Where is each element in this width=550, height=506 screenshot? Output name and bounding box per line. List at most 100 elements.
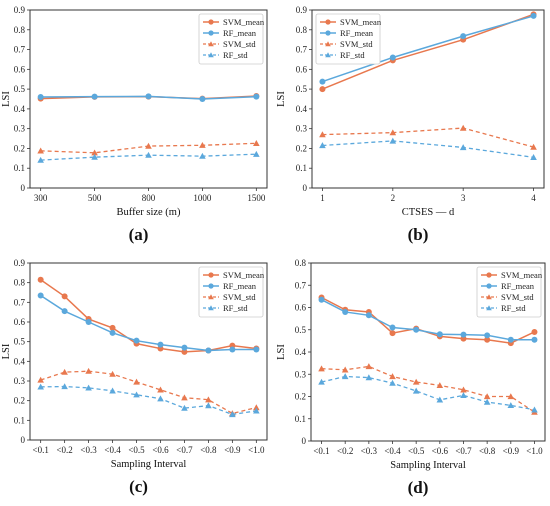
data-point	[253, 93, 260, 100]
y-tick-label: 0.7	[296, 45, 308, 55]
y-tick-label: 0.8	[295, 258, 307, 268]
data-point	[459, 124, 467, 131]
data-point	[181, 344, 188, 351]
data-point	[389, 129, 397, 136]
data-point	[531, 336, 538, 343]
y-tick-label: 0.4	[295, 347, 307, 357]
data-point	[37, 292, 44, 299]
data-point	[199, 96, 206, 102]
series-line	[321, 299, 535, 341]
data-point	[318, 365, 325, 372]
x-tick-label: 300	[34, 193, 48, 203]
series-rf-std	[37, 383, 260, 418]
data-point	[531, 406, 538, 413]
y-tick-label: 0	[302, 436, 307, 446]
data-point	[133, 378, 140, 385]
series-rf-std	[37, 150, 260, 163]
y-tick-label: 0.7	[295, 280, 307, 290]
data-point	[91, 153, 98, 160]
legend-marker	[208, 272, 214, 278]
x-tick-label: <0.6	[152, 445, 169, 455]
y-tick-label: 0	[21, 435, 26, 445]
data-point	[37, 94, 44, 101]
legend-marker	[486, 305, 492, 311]
y-tick-label: 0.2	[295, 392, 306, 402]
y-tick-label: 0.6	[14, 317, 26, 327]
y-tick-label: 0.1	[14, 163, 25, 173]
x-tick-label: <0.9	[503, 446, 520, 456]
data-point	[319, 131, 326, 138]
data-point	[85, 367, 92, 374]
data-point	[37, 156, 44, 163]
data-point	[253, 346, 260, 353]
data-point	[436, 382, 444, 389]
data-point	[91, 93, 98, 100]
plot-frame	[311, 9, 545, 189]
y-tick-label: 0.2	[14, 143, 25, 153]
legend-label: SVM_mean	[223, 17, 265, 27]
data-point	[484, 332, 491, 339]
legend-label: RF_std	[340, 50, 365, 60]
x-tick-label: <0.8	[479, 446, 496, 456]
y-tick-label: 0	[21, 183, 26, 193]
data-point	[133, 337, 140, 344]
chart-panel-b: 0 0.1 0.2 0.3 0.4 0.5 0.6 0.7 0.8 0.9 1 2 3 4 CTSES — …	[276, 5, 545, 244]
x-tick-label: <0.2	[56, 445, 72, 455]
chart-panel-a: 0 0.1 0.2 0.3 0.4 0.5 0.6 0.7 0.8 0.9 300 500 800 100…	[1, 5, 268, 244]
data-point	[319, 78, 326, 85]
panel-label: (a)	[129, 225, 149, 244]
legend-label: SVM_mean	[223, 270, 265, 280]
x-tick-label: <0.8	[200, 445, 217, 455]
x-axis-title: Buffer size (m)	[117, 207, 181, 218]
chart-panel-d: 0 0.1 0.2 0.3 0.4 0.5 0.6 0.7 0.8 <0.1 <0.2 <0.3 <0.…	[276, 258, 546, 497]
data-point	[91, 149, 98, 156]
chart-panel-c: 0 0.1 0.2 0.3 0.4 0.5 0.6 0.7 0.8 0.9 <0.1 <0.2 <0.3…	[1, 258, 268, 496]
data-point	[389, 330, 396, 337]
y-tick-label: 0.3	[14, 124, 26, 134]
data-point	[253, 404, 260, 411]
data-point	[205, 347, 212, 354]
y-tick-label: 0.5	[14, 337, 26, 347]
x-tick-label: <0.5	[408, 446, 425, 456]
data-point	[145, 93, 152, 100]
data-point	[389, 54, 396, 61]
legend-label: SVM_std	[223, 292, 256, 302]
y-tick-label: 0.1	[295, 414, 306, 424]
legend-marker	[208, 30, 214, 36]
x-tick-label: <0.5	[128, 445, 145, 455]
legend-marker	[325, 19, 331, 25]
x-axis-title: Sampling Interval	[111, 459, 187, 470]
panel-label: (d)	[408, 478, 429, 497]
series-rf-mean	[318, 296, 538, 343]
data-point	[460, 33, 467, 40]
y-tick-label: 0.1	[296, 163, 307, 173]
x-tick-label: <0.4	[384, 446, 401, 456]
y-tick-label: 0.6	[295, 303, 307, 313]
data-point	[483, 393, 491, 400]
series-line	[322, 127, 534, 148]
y-tick-label: 0.2	[14, 396, 25, 406]
legend-label: RF_mean	[223, 28, 257, 38]
x-tick-label: <0.3	[361, 446, 378, 456]
data-point	[61, 368, 68, 375]
x-tick-label: <1.0	[248, 445, 265, 455]
y-tick-label: 0.4	[14, 104, 26, 114]
x-tick-label: <0.7	[176, 445, 193, 455]
data-point	[318, 378, 325, 385]
series-rf-mean	[319, 12, 537, 85]
legend-marker	[208, 283, 214, 289]
data-point	[61, 293, 68, 300]
y-tick-label: 0	[303, 183, 308, 193]
y-tick-label: 0.7	[14, 45, 26, 55]
data-point	[389, 324, 396, 331]
x-tick-label: 1000	[193, 193, 212, 203]
data-point	[365, 363, 373, 370]
data-point	[253, 407, 260, 414]
series-line	[322, 15, 534, 83]
series-line	[321, 375, 535, 411]
legend-label: SVM_std	[223, 39, 256, 49]
legend-box	[476, 266, 542, 318]
